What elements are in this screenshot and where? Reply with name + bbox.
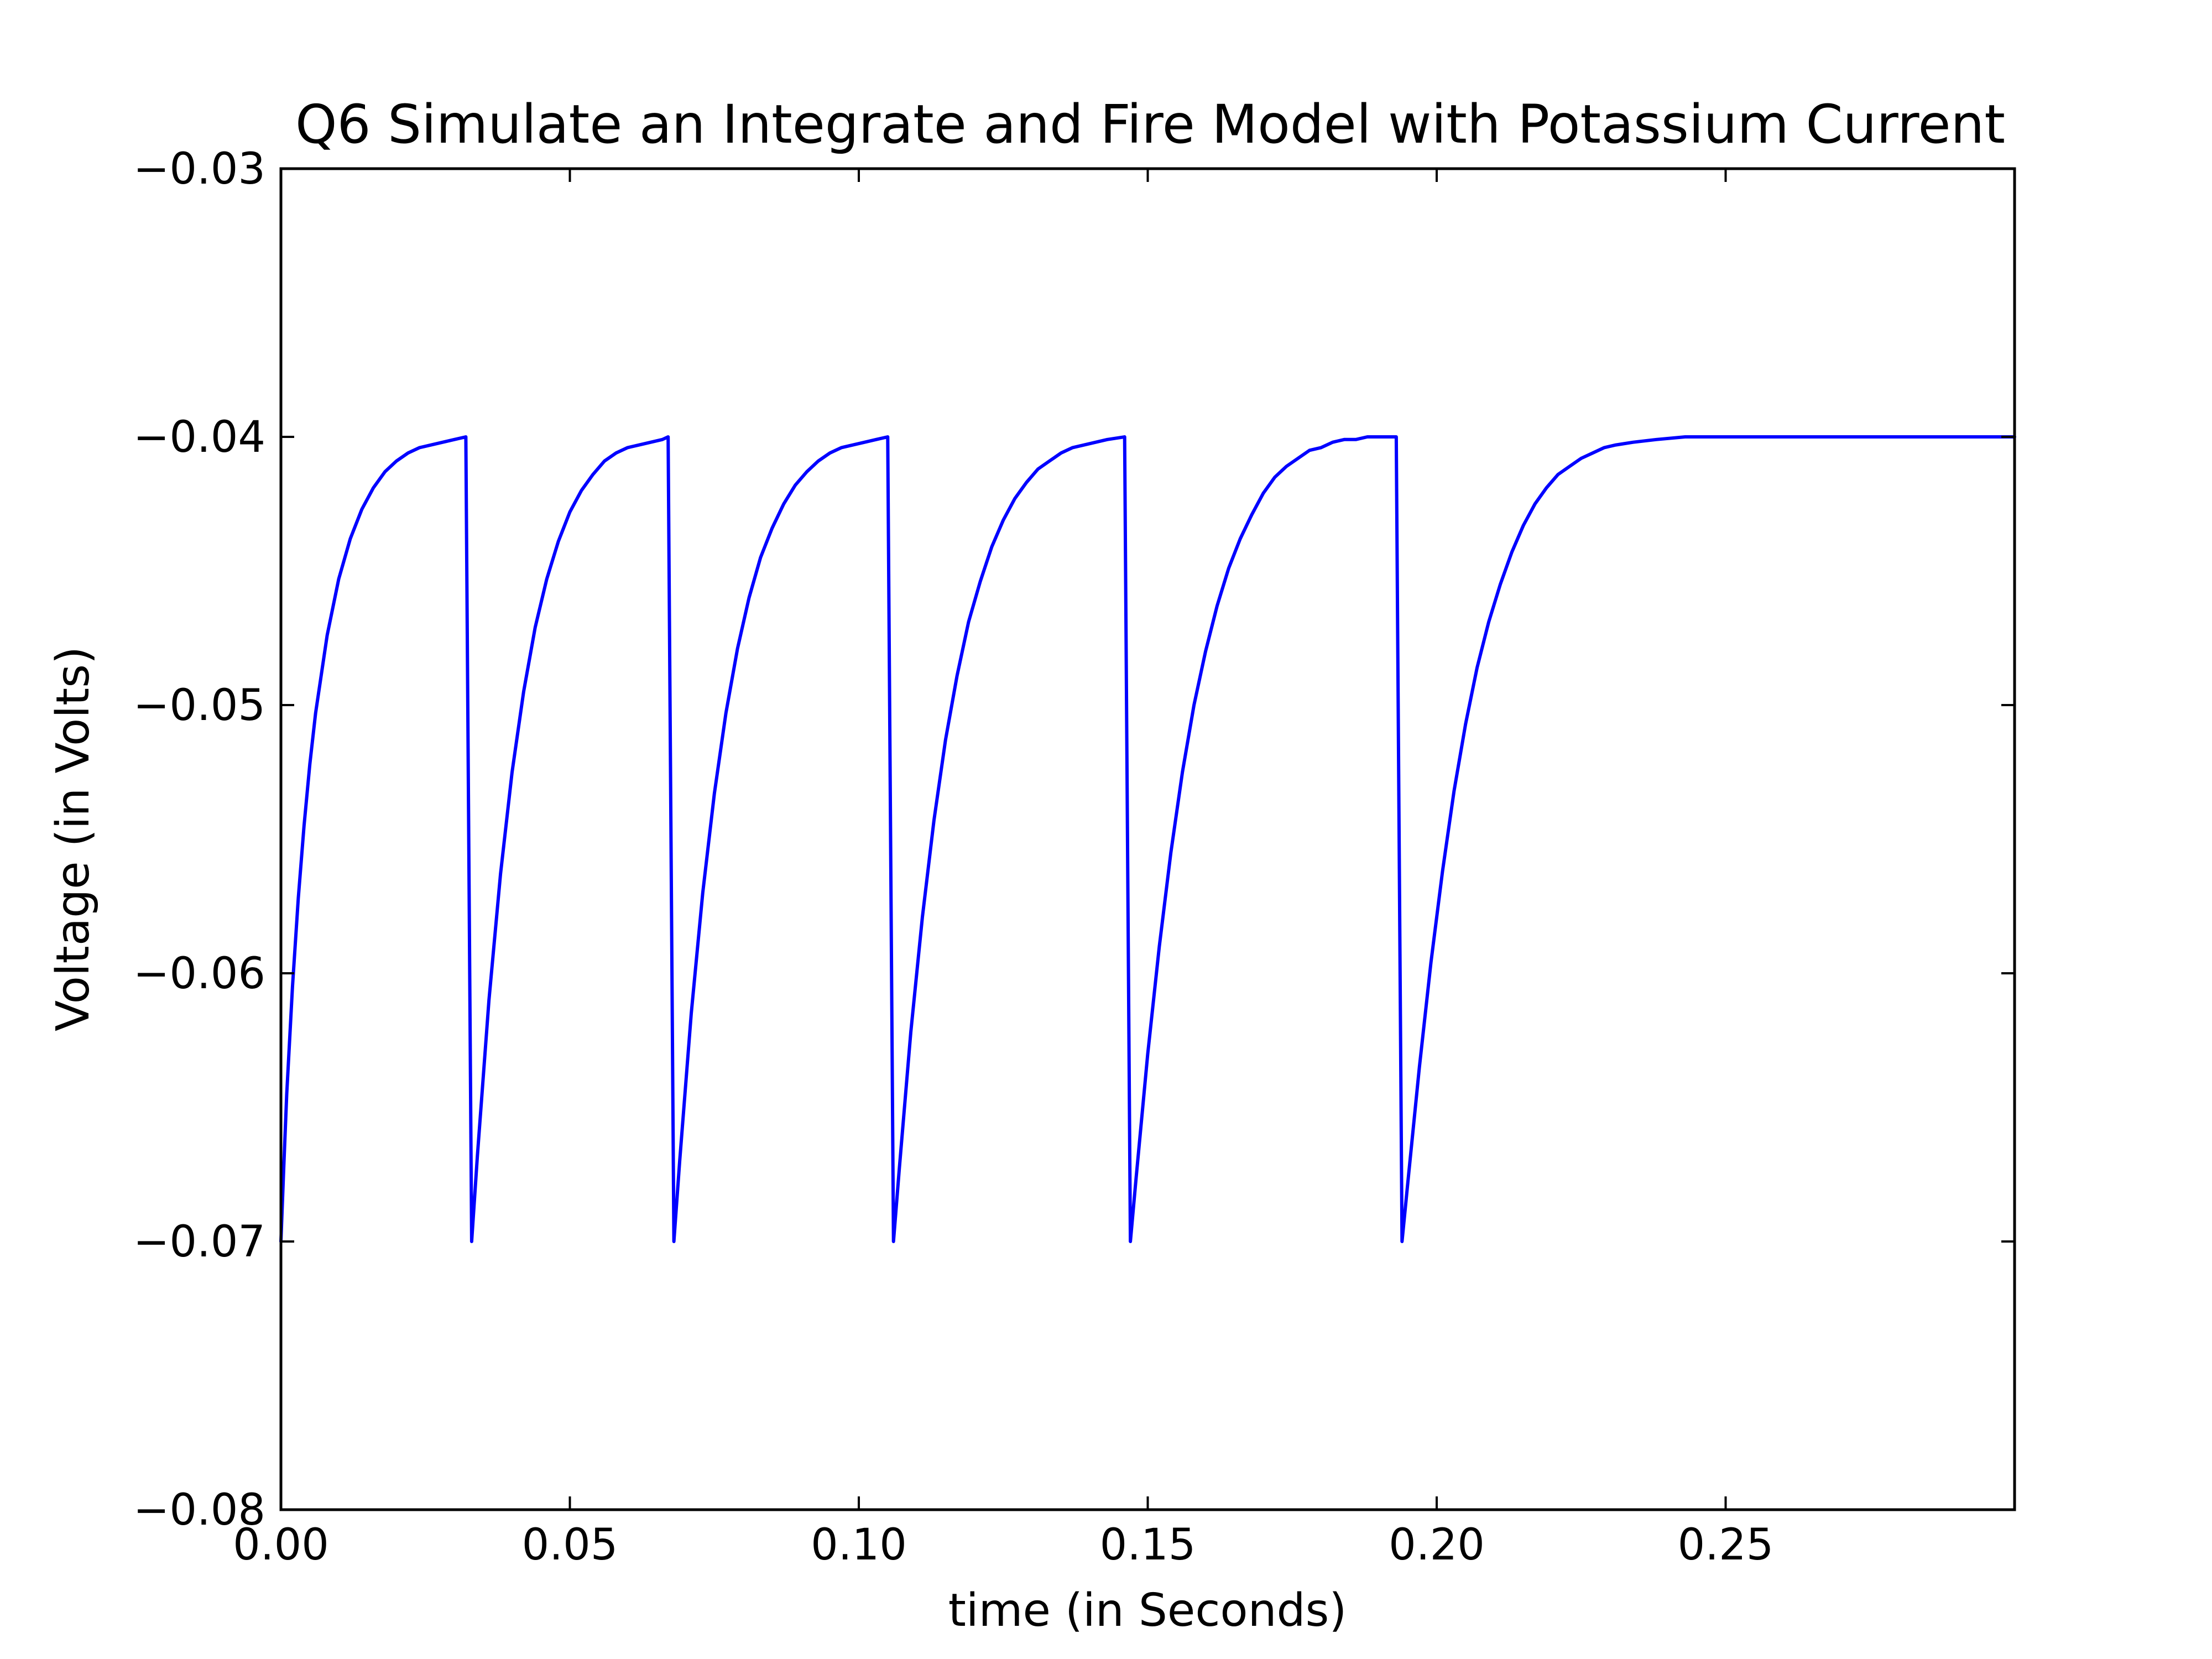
y-axis-ticks: −0.03 −0.04 −0.05 −0.06 −0.07 −0.08 xyxy=(133,144,2015,1535)
x-axis-label: time (in Seconds) xyxy=(948,1584,1347,1637)
x-tick-label: 0.25 xyxy=(1678,1520,1774,1570)
y-tick-label: −0.07 xyxy=(133,1217,265,1267)
x-tick-label: 0.05 xyxy=(522,1520,618,1570)
y-axis-label: Voltage (in Volts) xyxy=(47,646,100,1031)
x-tick-label: 0.10 xyxy=(811,1520,907,1570)
y-tick-label: −0.03 xyxy=(133,144,265,194)
x-axis-ticks: 0.00 0.05 0.10 0.15 0.20 0.25 xyxy=(233,169,1773,1570)
y-tick-label: −0.08 xyxy=(133,1485,265,1535)
voltage-trace-line xyxy=(279,435,2016,1243)
x-tick-label: 0.00 xyxy=(233,1520,329,1570)
x-tick-label: 0.15 xyxy=(1100,1520,1196,1570)
y-tick-label: −0.04 xyxy=(133,413,265,462)
y-tick-label: −0.06 xyxy=(133,949,265,999)
y-tick-label: −0.05 xyxy=(133,681,265,731)
x-tick-label: 0.20 xyxy=(1389,1520,1485,1570)
chart-title: Q6 Simulate an Integrate and Fire Model … xyxy=(295,93,2005,155)
